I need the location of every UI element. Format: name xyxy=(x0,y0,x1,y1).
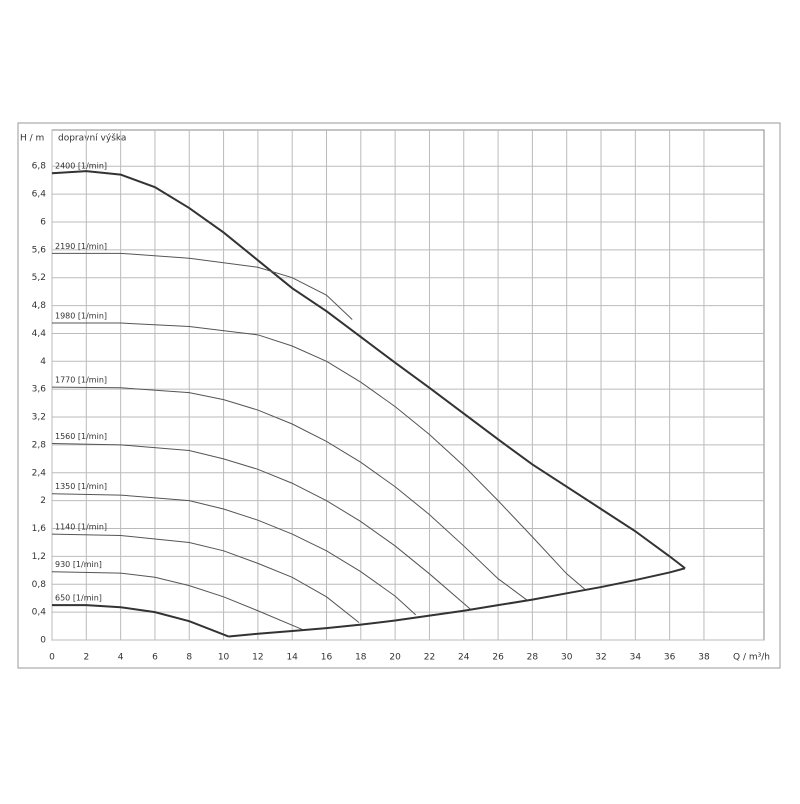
y-tick-label: 0,8 xyxy=(32,580,47,590)
curve xyxy=(51,533,360,623)
curve xyxy=(52,252,353,320)
curve xyxy=(228,567,686,638)
y-tick-label: 4,4 xyxy=(32,329,47,339)
y-tick-label: 3,6 xyxy=(32,385,47,395)
x-tick-label: 6 xyxy=(152,653,158,663)
y-tick-label: 1,2 xyxy=(32,552,46,562)
curve-label: 1140 [1/min] xyxy=(55,523,107,532)
curve xyxy=(52,604,230,638)
x-tick-label: 24 xyxy=(458,653,470,663)
y-tick-label: 6 xyxy=(40,217,46,227)
x-tick-label: 14 xyxy=(286,653,298,663)
x-tick-label: 12 xyxy=(252,653,263,663)
x-tick-label: 28 xyxy=(527,653,539,663)
x-tick-label: 38 xyxy=(698,653,710,663)
curve xyxy=(51,386,528,601)
x-tick-label: 4 xyxy=(118,653,124,663)
y-tick-label: 4,8 xyxy=(32,301,47,311)
curve xyxy=(51,170,686,570)
y-tick-label: 2 xyxy=(40,496,46,506)
frame xyxy=(17,122,781,669)
x-tick-label: 34 xyxy=(630,653,642,663)
x-axis-label: Q / m³/h xyxy=(733,653,770,663)
subtitle: dopravní výška xyxy=(58,133,126,144)
y-tick-label: 5,6 xyxy=(32,245,47,255)
y-tick-label: 6,4 xyxy=(32,190,47,200)
x-tick-label: 0 xyxy=(49,653,55,663)
x-tick-label: 26 xyxy=(492,653,504,663)
curve-label: 1350 [1/min] xyxy=(55,482,107,491)
y-axis-label: H / m xyxy=(20,134,44,144)
curve-label: 1560 [1/min] xyxy=(55,432,107,441)
y-tick-label: 2,8 xyxy=(32,440,47,450)
curve xyxy=(52,322,586,591)
x-tick-label: 18 xyxy=(355,653,367,663)
curve-label: 930 [1/min] xyxy=(55,560,102,569)
x-tick-label: 30 xyxy=(561,653,573,663)
curve-label: 2190 [1/min] xyxy=(55,242,107,251)
y-tick-label: 5,2 xyxy=(32,273,46,283)
x-tick-label: 8 xyxy=(186,653,192,663)
x-tick-label: 32 xyxy=(595,653,606,663)
plot-area xyxy=(51,129,765,641)
x-tick-label: 16 xyxy=(321,653,333,663)
y-tick-label: 0 xyxy=(40,636,46,646)
curve xyxy=(51,443,471,610)
x-tick-label: 10 xyxy=(218,653,230,663)
y-tick-label: 2,4 xyxy=(32,468,47,478)
x-tick-label: 22 xyxy=(424,653,435,663)
y-tick-label: 1,6 xyxy=(32,524,47,534)
y-tick-label: 4 xyxy=(40,357,46,367)
curve xyxy=(51,571,303,631)
curve-label: 1770 [1/min] xyxy=(55,376,107,385)
curve xyxy=(51,493,417,616)
curve-label: 1980 [1/min] xyxy=(55,311,107,320)
y-tick-label: 6,8 xyxy=(32,162,47,172)
curve-label: 650 [1/min] xyxy=(55,594,102,603)
y-tick-label: 0,4 xyxy=(32,608,47,618)
x-tick-label: 36 xyxy=(664,653,676,663)
x-tick-label: 20 xyxy=(389,653,401,663)
x-tick-label: 2 xyxy=(83,653,89,663)
curve-label: 2400 [1/min] xyxy=(55,162,107,171)
y-tick-label: 3,2 xyxy=(32,413,46,423)
